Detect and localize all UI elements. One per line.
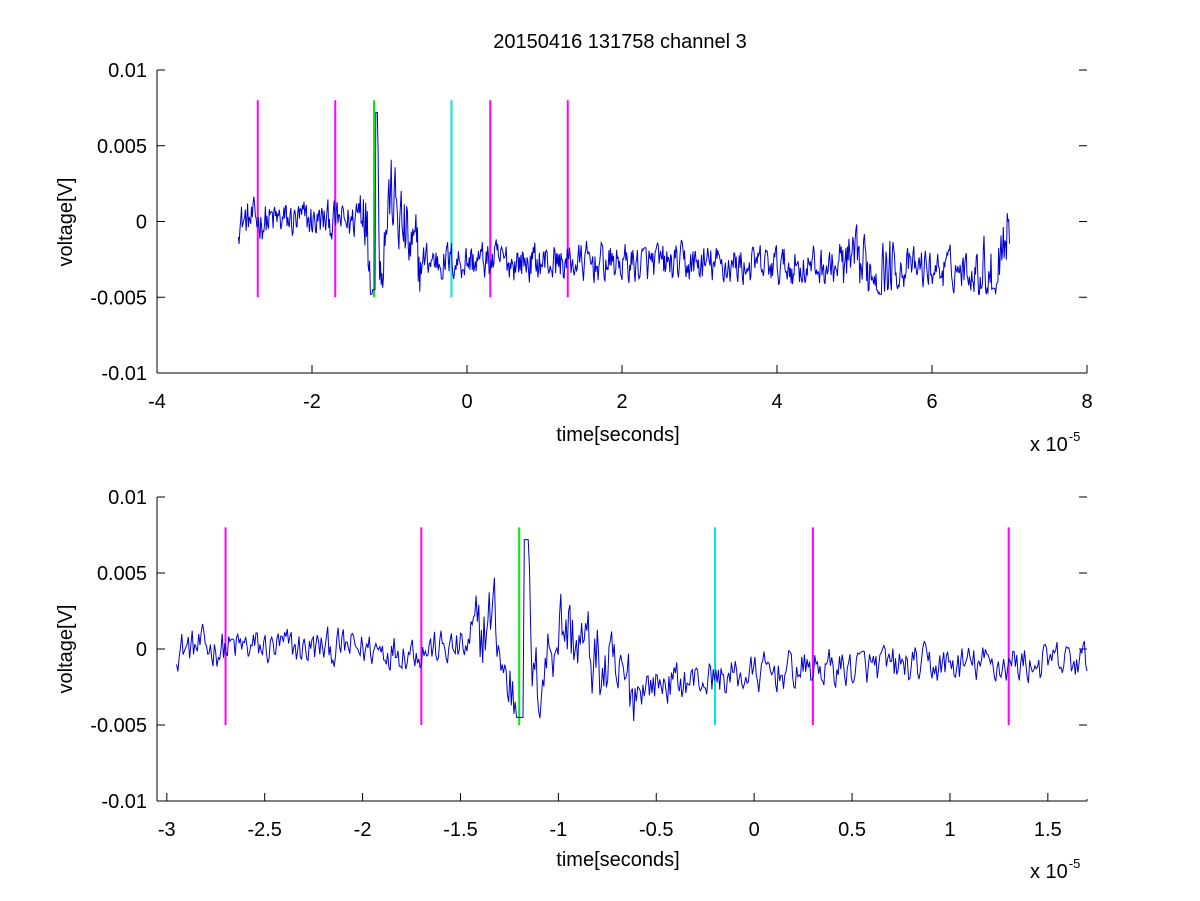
bottom-y-tick-label: -0.005 [90, 715, 147, 737]
bottom-x-tick-label: -1.5 [443, 819, 477, 841]
top-x-axis-label: time[seconds] [556, 424, 679, 446]
top-x-tick-label: 6 [926, 391, 937, 413]
top-y-tick-label: 0.005 [97, 136, 147, 158]
bottom-x-tick-label: 0.5 [838, 819, 866, 841]
bottom-signal-trace [176, 539, 1088, 722]
bottom-x-tick-label: -2 [354, 819, 372, 841]
bottom-x-axis-ticks: -3 -2.5 -2 -1.5 -1 -0.5 0 0.5 1 1.5 [158, 793, 1062, 841]
top-x-scale-label: x 10-5 [1030, 429, 1080, 456]
top-subplot: 20150416 131758 channel 3 -0.01 -0.005 0 0.… [55, 31, 1093, 456]
bottom-x-scale-exponent: -5 [1069, 856, 1081, 871]
bottom-y-tick-label: 0 [136, 639, 147, 661]
bottom-axes-lines [156, 497, 1088, 802]
bottom-x-scale-base: x 10 [1030, 861, 1068, 883]
chart-title: 20150416 131758 channel 3 [493, 31, 747, 53]
top-x-scale-base: x 10 [1030, 434, 1068, 456]
top-y-tick-label: 0.01 [108, 60, 147, 82]
bottom-x-tick-label: -3 [158, 819, 176, 841]
bottom-y-axis-label: voltage[V] [55, 605, 77, 694]
bottom-x-tick-label: -1 [549, 819, 567, 841]
top-x-tick-label: 0 [461, 391, 472, 413]
top-y-tick-label: -0.01 [101, 363, 147, 385]
bottom-x-tick-label: -2.5 [247, 819, 281, 841]
top-y-tick-label: -0.005 [90, 287, 147, 309]
bottom-x-axis-label: time[seconds] [556, 849, 679, 871]
bottom-signal [176, 539, 1088, 722]
top-x-tick-label: 4 [771, 391, 782, 413]
bottom-x-scale-label: x 10-5 [1030, 856, 1080, 883]
top-x-tick-label: -4 [148, 391, 166, 413]
bottom-event-markers [224, 527, 1010, 725]
bottom-y-axis-ticks: -0.01 -0.005 0 0.005 0.01 [90, 487, 1087, 813]
bottom-x-tick-label: 1.5 [1034, 819, 1062, 841]
top-x-axis-ticks: -4 -2 0 2 4 6 8 [148, 365, 1093, 413]
bottom-x-tick-label: 0 [749, 819, 760, 841]
bottom-x-tick-label: -0.5 [639, 819, 673, 841]
top-signal [237, 111, 1010, 295]
top-x-tick-label: 8 [1081, 391, 1092, 413]
bottom-y-tick-label: -0.01 [101, 791, 147, 813]
top-y-axis-ticks: -0.01 -0.005 0 0.005 0.01 [90, 60, 1087, 385]
top-y-axis-label: voltage[V] [55, 178, 77, 267]
top-x-tick-label: 2 [616, 391, 627, 413]
top-axes-lines [156, 70, 1088, 374]
top-x-scale-exponent: -5 [1069, 429, 1081, 444]
bottom-x-tick-label: 1 [944, 819, 955, 841]
bottom-subplot: -0.01 -0.005 0 0.005 0.01 -3 -2.5 -2 -1.5 -1 -0.5… [55, 487, 1088, 883]
top-signal-trace [237, 111, 1010, 295]
top-y-tick-label: 0 [136, 212, 147, 234]
top-x-tick-label: -2 [303, 391, 321, 413]
bottom-y-tick-label: 0.005 [97, 563, 147, 585]
bottom-y-tick-label: 0.01 [108, 487, 147, 509]
